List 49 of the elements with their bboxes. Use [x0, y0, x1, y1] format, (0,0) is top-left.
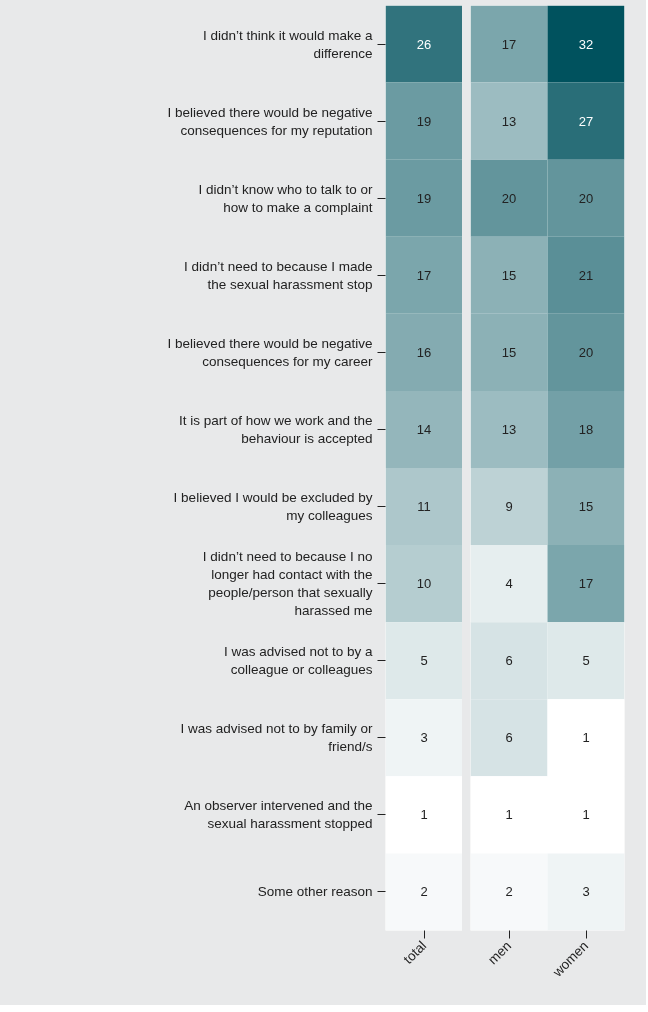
y-tick-label: I didn’t need to because I no longer had contact with the people/person that sexually harassed me	[202, 549, 373, 619]
y-tick-label: I believed I would be excluded by my colleagues	[173, 490, 373, 524]
y-tick-label: I believed there would be negative consequences for my career	[167, 335, 373, 369]
data-label: 17	[501, 36, 517, 52]
data-label: 13	[501, 113, 517, 129]
y-tick-label: Some other reason	[257, 884, 373, 900]
data-label: 6	[505, 653, 513, 669]
data-label: 26	[416, 36, 432, 52]
data-label: 1	[582, 730, 590, 746]
data-label: 16	[416, 344, 432, 360]
y-tick-label: I didn’t need to because I made the sexual harassment stop	[184, 258, 373, 292]
data-label: 15	[501, 344, 517, 360]
data-label: 20	[578, 344, 594, 360]
data-label: 1	[505, 807, 513, 823]
data-label: 4	[505, 576, 513, 592]
y-tick-label: It is part of how we work and the behaviour is accepted	[178, 412, 373, 446]
data-label: 3	[420, 730, 428, 746]
data-label: 20	[501, 190, 517, 206]
y-tick-label: I believed there would be negative consequences for my reputation	[167, 104, 373, 138]
y-tick-label: I was advised not to by a colleague or colleagues	[223, 644, 373, 678]
data-label: 6	[505, 730, 513, 746]
data-label: 2	[420, 884, 428, 900]
data-label: 5	[420, 653, 428, 669]
data-label: 17	[578, 576, 594, 592]
data-label: 9	[505, 499, 513, 515]
data-label: 2	[505, 884, 513, 900]
data-label: 10	[416, 576, 432, 592]
data-label: 1	[420, 807, 428, 823]
y-tick-label: An observer intervened and the sexual harassment stopped	[184, 798, 373, 832]
data-label: 15	[501, 267, 517, 283]
data-label: 17	[416, 267, 432, 283]
data-label: 18	[578, 421, 594, 437]
data-label: 19	[416, 113, 432, 129]
data-label: 5	[582, 653, 590, 669]
data-label: 19	[416, 190, 432, 206]
data-label: 32	[578, 36, 594, 52]
y-tick-label: I was advised not to by family or friend/s	[180, 721, 373, 755]
data-label: 13	[501, 421, 517, 437]
data-label: 11	[417, 499, 431, 515]
data-label: 20	[578, 190, 594, 206]
data-label: 27	[578, 113, 594, 129]
y-tick-label: I didn’t know who to talk to or how to make a complaint	[198, 181, 373, 215]
data-label: 15	[578, 499, 594, 515]
x-tick-label: men	[485, 938, 515, 968]
data-label: 21	[578, 267, 594, 283]
data-label: 14	[416, 421, 432, 437]
y-tick-label: I didn’t think it would make a difference	[202, 27, 373, 61]
data-label: 3	[582, 884, 590, 900]
data-label: 1	[582, 807, 590, 823]
